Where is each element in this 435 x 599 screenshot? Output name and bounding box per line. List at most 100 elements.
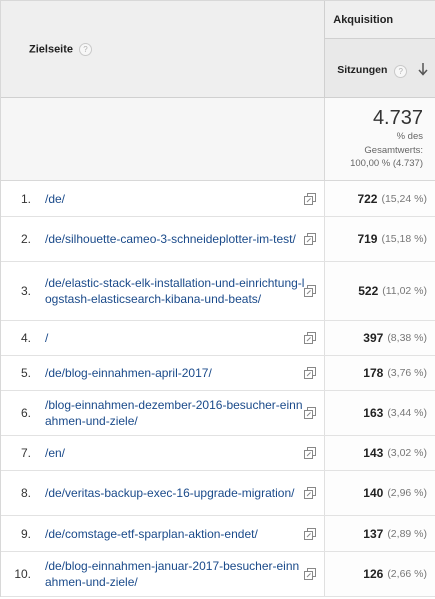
row-index: 6. [20, 406, 31, 420]
help-icon[interactable]: ? [79, 43, 93, 56]
dimension-header-label: Zielseite? [29, 43, 93, 56]
open-in-new-window-icon[interactable] [304, 192, 317, 205]
landing-page-link[interactable]: /de/veritas-backup-exec-16-upgrade-migra… [45, 486, 295, 500]
sessions-percent: (3,02 %) [387, 447, 427, 459]
landing-page-link[interactable]: / [45, 331, 49, 345]
row-index: 5. [20, 366, 31, 380]
table-row: 6. /blog-einnahmen-dezember-2016-besucher… [1, 391, 435, 436]
sessions-value: 178 [363, 366, 384, 380]
sessions-header[interactable]: Sitzungen ? [325, 39, 435, 97]
sessions-cell: 178 (3,76 %) [325, 356, 435, 390]
table-row: 4. / 397 (8,38 %) [1, 321, 435, 356]
landing-page-cell: 10. /de/blog-einnahmen-januar-2017-besuch… [1, 552, 326, 596]
total-sessions-value: 4.737 [372, 107, 423, 129]
totals-cell: 4.737 % des Gesamtwerts: 100,00 % (4.737… [325, 98, 435, 180]
dimension-header[interactable]: Zielseite? [1, 1, 326, 97]
table-row: 10. /de/blog-einnahmen-januar-2017-besuch… [1, 552, 435, 597]
sessions-cell: 719 (15,18 %) [325, 217, 435, 261]
open-in-new-window-icon[interactable] [304, 407, 317, 419]
table-body: 1. /de/722 (15,24 %) 2. /de/silhouette-cameo… [1, 181, 435, 597]
landing-page-link[interactable]: /de/comstage-etf-sparplan-aktion-endet/ [45, 526, 258, 541]
sort-descending-arrow-icon[interactable] [417, 61, 429, 77]
sessions-value: 397 [363, 331, 384, 345]
sessions-percent: (2,96 %) [387, 487, 427, 499]
landing-page-cell: 3. /de/elastic-stack-elk-installation-und… [1, 262, 326, 320]
sessions-cell: 126 (2,66 %) [325, 552, 435, 596]
totals-row: 4.737 % des Gesamtwerts: 100,00 % (4.737… [1, 98, 435, 181]
sessions-value: 137 [363, 526, 384, 541]
table-row: 1. /de/722 (15,24 %) [1, 181, 435, 217]
table-row: 5. /de/blog-einnahmen-april-2017/178 (3,76… [1, 356, 435, 391]
sessions-percent: (2,66 %) [387, 568, 427, 580]
landing-page-cell: 9. /de/comstage-etf-sparplan-aktion-endet… [1, 516, 326, 551]
sessions-percent: (3,44 %) [387, 407, 427, 419]
sessions-percent: (3,76 %) [387, 367, 427, 379]
sessions-cell: 163 (3,44 %) [325, 391, 435, 435]
sessions-percent: (2,89 %) [387, 527, 427, 540]
sessions-cell: 722 (15,24 %) [325, 181, 435, 216]
table-header: Zielseite? Akquisition Sitzungen ? [1, 0, 435, 98]
landing-page-link[interactable]: /blog-einnahmen-dezember-2016-besucher-e… [45, 398, 303, 428]
landing-page-cell: 5. /de/blog-einnahmen-april-2017/ [1, 356, 326, 390]
sessions-value: 143 [363, 446, 384, 460]
row-index: 3. [20, 284, 31, 298]
row-index: 10. [14, 567, 31, 581]
row-index: 9. [20, 526, 31, 541]
sessions-cell: 143 (3,02 %) [325, 436, 435, 470]
open-in-new-window-icon[interactable] [304, 332, 317, 344]
row-index: 1. [20, 191, 31, 206]
open-in-new-window-icon[interactable] [304, 447, 317, 459]
landing-page-link[interactable]: /en/ [45, 446, 66, 460]
sessions-cell: 522 (11,02 %) [325, 262, 435, 320]
sessions-value: 522 [358, 284, 379, 298]
sessions-cell: 137 (2,89 %) [325, 516, 435, 551]
sessions-header-label[interactable]: Sitzungen [337, 64, 388, 76]
sessions-value: 126 [363, 567, 384, 581]
landing-page-cell: 2. /de/silhouette-cameo-3-schneideplotter… [1, 217, 326, 261]
open-in-new-window-icon[interactable] [304, 487, 317, 499]
landing-page-cell: 7. /en/ [1, 436, 326, 470]
open-in-new-window-icon[interactable] [304, 568, 317, 580]
row-index: 4. [20, 331, 31, 345]
table-row: 9. /de/comstage-etf-sparplan-aktion-endet… [1, 516, 435, 552]
landing-page-link[interactable]: /de/ [45, 191, 66, 206]
open-in-new-window-icon[interactable] [304, 233, 317, 245]
help-icon[interactable]: ? [394, 65, 408, 78]
landing-page-cell: 6. /blog-einnahmen-dezember-2016-besucher… [1, 391, 326, 435]
totals-row-blank [1, 98, 326, 180]
sessions-percent: (15,24 %) [381, 192, 427, 205]
open-in-new-window-icon[interactable] [304, 527, 317, 540]
row-index: 2. [20, 232, 31, 246]
sessions-value: 719 [357, 232, 378, 246]
landing-page-link[interactable]: /de/elastic-stack-elk-installation-und-e… [45, 276, 305, 306]
sessions-cell: 397 (8,38 %) [325, 321, 435, 355]
landing-page-cell: 8. /de/veritas-backup-exec-16-upgrade-mig… [1, 471, 326, 515]
sessions-value: 140 [363, 486, 384, 500]
landing-page-link[interactable]: /de/blog-einnahmen-april-2017/ [45, 366, 212, 380]
landing-page-cell: 4. / [1, 321, 326, 355]
metric-header-area: Akquisition Sitzungen ? [325, 1, 435, 97]
sessions-cell: 140 (2,96 %) [325, 471, 435, 515]
dimension-header-text: Zielseite [29, 43, 74, 56]
row-index: 8. [20, 486, 31, 500]
landing-page-link[interactable]: /de/blog-einnahmen-januar-2017-besucher-… [45, 559, 300, 589]
sessions-percent: (8,38 %) [387, 332, 427, 344]
row-index: 7. [20, 446, 31, 460]
acquisition-group-header: Akquisition [325, 1, 435, 39]
landing-page-cell: 1. /de/ [1, 181, 326, 216]
table-row: 3. /de/elastic-stack-elk-installation-und… [1, 262, 435, 321]
sessions-value: 163 [363, 406, 384, 420]
sessions-value: 722 [357, 191, 378, 206]
landing-page-link[interactable]: /de/silhouette-cameo-3-schneideplotter-i… [45, 232, 296, 246]
table-row: 2. /de/silhouette-cameo-3-schneideplotter… [1, 217, 435, 262]
open-in-new-window-icon[interactable] [304, 367, 317, 379]
open-in-new-window-icon[interactable] [304, 285, 317, 297]
sessions-percent: (11,02 %) [382, 285, 427, 297]
total-percent-value: 100,00 % (4.737) [350, 158, 423, 169]
table-row: 8. /de/veritas-backup-exec-16-upgrade-mig… [1, 471, 435, 516]
table-row: 7. /en/143 (3,02 %) [1, 436, 435, 471]
sessions-percent: (15,18 %) [381, 233, 427, 245]
total-percent-label: % des [396, 131, 423, 142]
total-percent-label-2: Gesamtwerts: [364, 144, 423, 156]
